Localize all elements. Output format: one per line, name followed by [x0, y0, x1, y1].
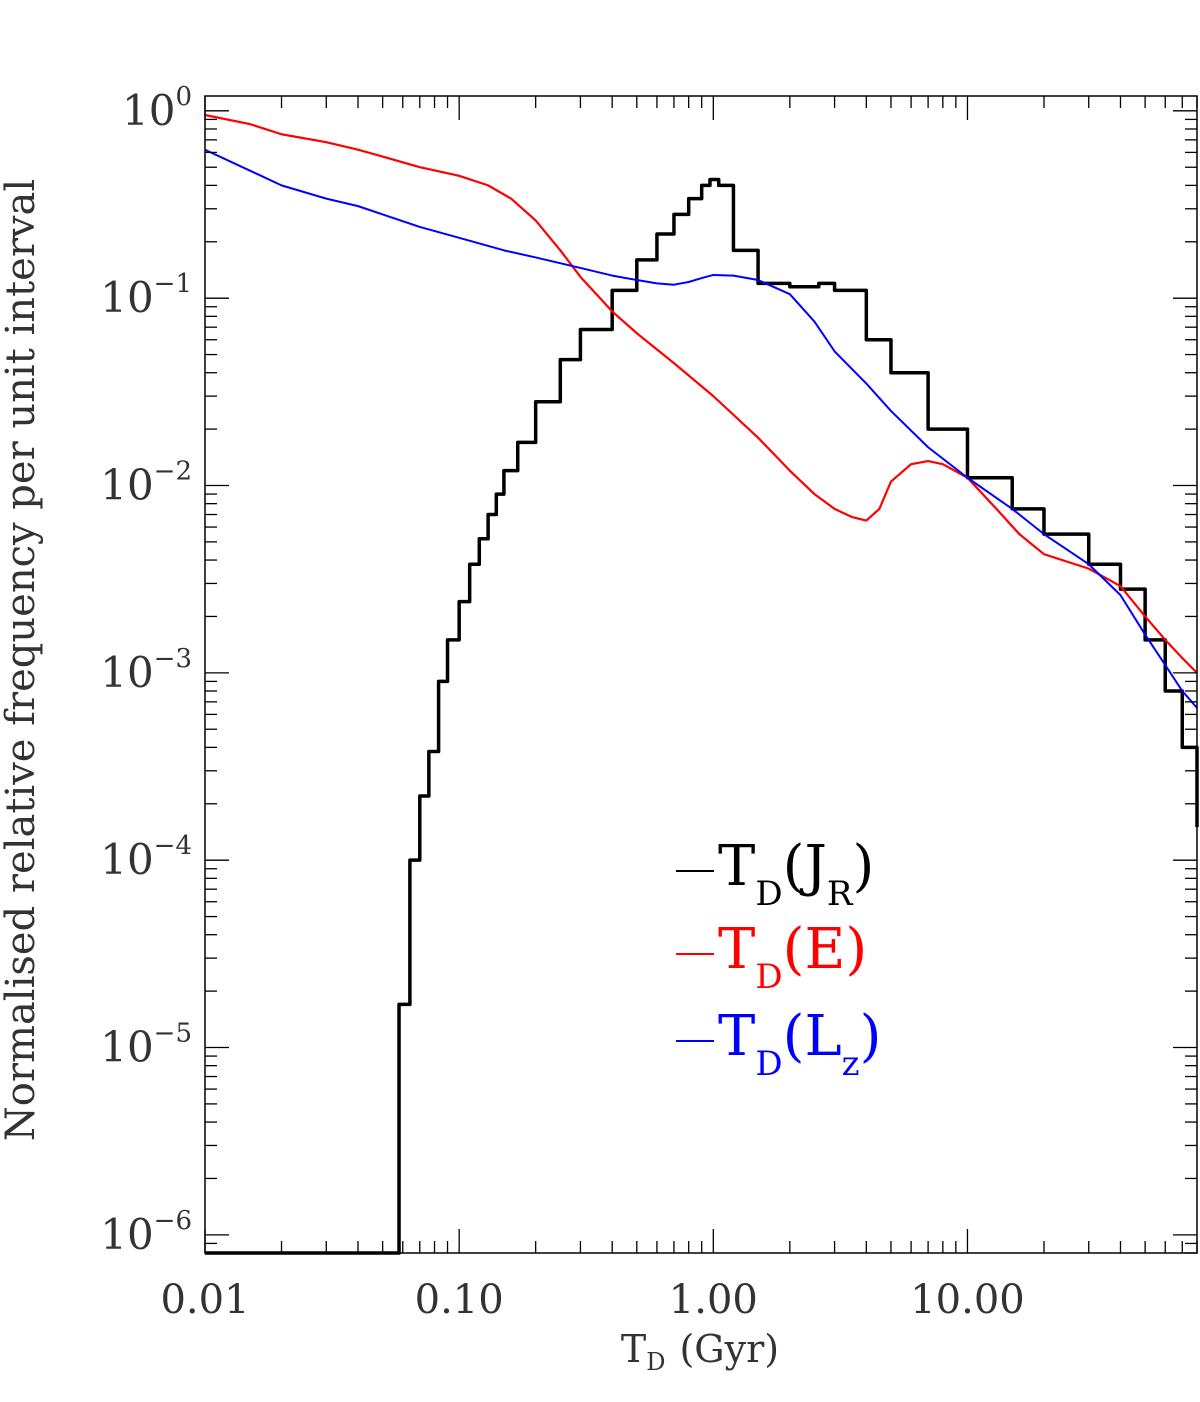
series-line-3	[204, 148, 1198, 709]
x-tick-label: 0.01	[160, 1277, 249, 1323]
legend: TD(JR)TD(E)TD(Lz)	[676, 834, 881, 1084]
x-axis-title: TD (Gyr)	[621, 1327, 779, 1376]
y-axis-title: Normalised relative frequency per unit i…	[0, 179, 44, 1141]
y-tick-label: 10−4	[100, 831, 192, 884]
series-line-1	[205, 177, 1199, 1255]
legend-entry: TD(JR)	[718, 834, 874, 914]
y-tick-label: 10−1	[100, 269, 192, 322]
series-layer	[204, 113, 1199, 1255]
x-tick-label: 0.10	[415, 1277, 504, 1323]
tick-labels: 0.01 0.10 1.00 10.00 100 10−1 10−2 10−3 10−4 10−5…	[100, 82, 1025, 1323]
legend-entry: TD(Lz)	[718, 1004, 881, 1084]
plot-frame	[204, 95, 1198, 1254]
legend-entry: TD(E)	[718, 917, 867, 997]
y-tick-label: 10−2	[100, 457, 192, 510]
y-tick-label: 10−5	[100, 1019, 192, 1072]
x-tick-label: 1.00	[669, 1277, 758, 1323]
y-tick-label: 100	[122, 82, 192, 135]
y-tick-label: 10−6	[100, 1206, 192, 1259]
x-tick-label: 10.00	[910, 1277, 1025, 1323]
y-tick-label: 10−3	[100, 644, 192, 697]
ticks-layer	[204, 96, 1198, 1254]
series-line-2	[204, 113, 1198, 674]
